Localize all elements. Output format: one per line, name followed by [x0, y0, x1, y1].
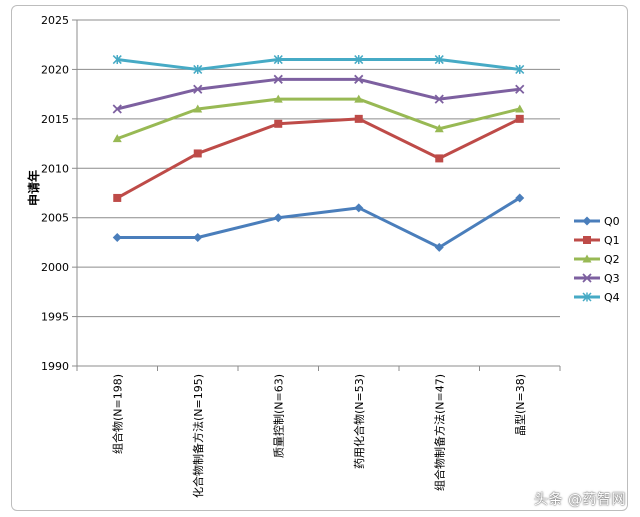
- y-tick-label: 2005: [41, 212, 69, 225]
- data-point: [515, 104, 525, 113]
- data-point: [435, 154, 444, 163]
- y-tick-label: 2010: [41, 162, 69, 175]
- y-tick-label: 2015: [41, 113, 69, 126]
- axes: [72, 19, 561, 371]
- data-point: [193, 149, 202, 158]
- data-point: [515, 84, 525, 94]
- data-point: [193, 104, 203, 113]
- data-point: [354, 203, 364, 213]
- data-point: [193, 64, 203, 74]
- data-point: [273, 213, 283, 223]
- data-point: [582, 292, 592, 302]
- y-tick-labels: 1990 1995 2000 2005 2010 2015 2020 2025: [41, 14, 69, 373]
- data-point: [193, 84, 203, 94]
- watermark: 头条 @药智网: [534, 492, 626, 508]
- data-point: [583, 236, 591, 244]
- data-point: [434, 242, 444, 252]
- legend-label: Q4: [604, 291, 620, 304]
- series-line: [116, 97, 521, 141]
- data-point: [515, 64, 525, 74]
- x-tick-label: 晶型(N=38): [513, 374, 527, 436]
- series-line: [117, 58, 520, 71]
- data-point: [273, 94, 283, 103]
- legend: Q0 Q1 Q2 Q3 Q4: [574, 215, 620, 304]
- legend-item-q4: Q4: [574, 291, 620, 304]
- series-q2: [112, 94, 525, 143]
- data-point: [354, 94, 364, 103]
- series-q4: [112, 55, 525, 74]
- data-point: [434, 94, 444, 104]
- y-tick-label: 1990: [41, 360, 69, 373]
- legend-label: Q2: [604, 253, 620, 266]
- data-point: [112, 232, 122, 242]
- y-tick-label: 1995: [41, 311, 69, 324]
- y-axis-label: 申请年: [26, 170, 41, 206]
- x-tick-label: 质量控制(N=63): [271, 374, 285, 458]
- data-point: [273, 55, 283, 65]
- data-point: [273, 74, 283, 84]
- data-point: [434, 124, 444, 133]
- series-q3: [112, 74, 525, 114]
- series-line: [116, 117, 521, 200]
- series-group: [112, 55, 525, 252]
- series-q0: [112, 193, 525, 252]
- grid-lines: [77, 19, 560, 318]
- y-tick-label: 2025: [41, 14, 69, 27]
- x-tick-label: 组合物制备方法(N=47): [432, 374, 446, 491]
- data-point: [515, 193, 525, 203]
- legend-item-q3: Q3: [574, 272, 620, 285]
- legend-label: Q3: [604, 272, 620, 285]
- legend-label: Q0: [604, 215, 620, 228]
- x-tick-label: 组合物(N=198): [110, 374, 124, 454]
- data-point: [112, 134, 122, 143]
- legend-item-q2: Q2: [574, 253, 620, 266]
- x-tick-labels: 组合物(N=198) 化合物制备方法(N=195) 质量控制(N=63) 药用化合物(…: [110, 374, 527, 498]
- data-point: [274, 119, 283, 128]
- data-point: [354, 74, 364, 84]
- data-point: [113, 193, 122, 202]
- data-point: [112, 55, 122, 65]
- x-tick-label: 药用化合物(N=53): [352, 374, 366, 469]
- data-point: [515, 114, 524, 123]
- series-q1: [113, 114, 524, 202]
- data-point: [354, 55, 364, 65]
- y-tick-label: 2020: [41, 63, 69, 76]
- data-point: [112, 104, 122, 114]
- data-point: [434, 55, 444, 65]
- data-point: [582, 254, 592, 263]
- data-point: [582, 216, 592, 226]
- x-tick-label: 化合物制备方法(N=195): [191, 374, 205, 498]
- data-point: [193, 232, 203, 242]
- data-point: [582, 273, 592, 283]
- data-point: [354, 114, 363, 123]
- legend-item-q0: Q0: [574, 215, 620, 228]
- legend-label: Q1: [604, 234, 620, 247]
- series-line: [116, 77, 520, 111]
- legend-item-q1: Q1: [574, 234, 620, 247]
- chart-frame: [11, 5, 628, 511]
- series-line: [117, 196, 521, 249]
- y-tick-label: 2000: [41, 261, 69, 274]
